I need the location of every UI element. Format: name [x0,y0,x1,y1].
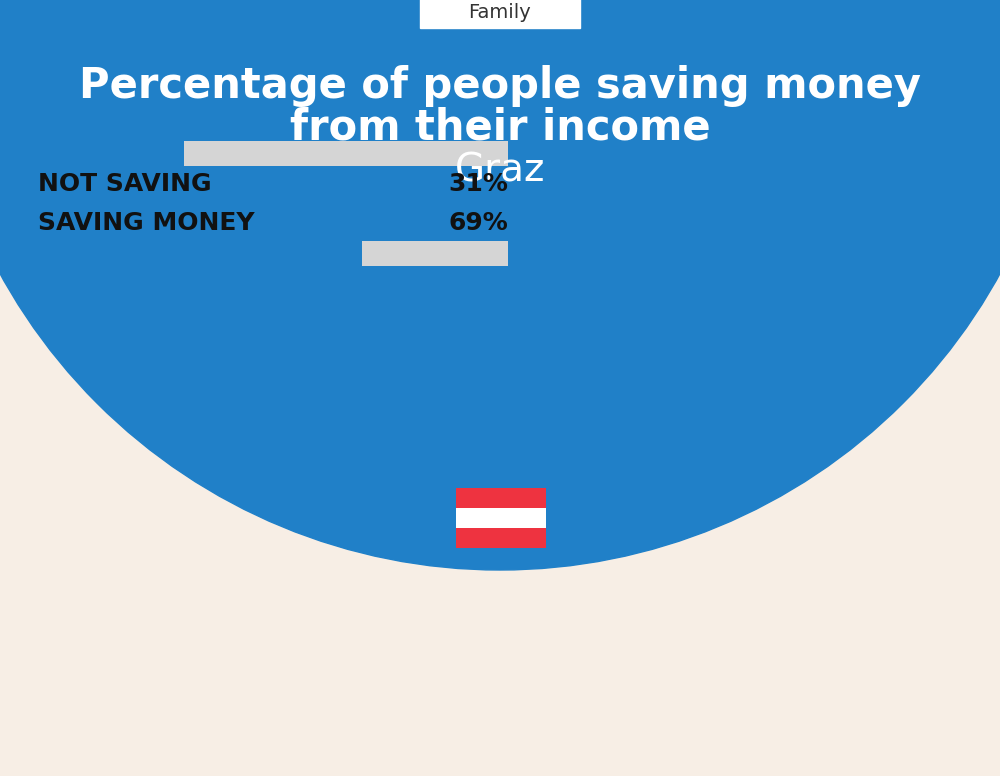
Text: 31%: 31% [448,172,508,196]
Bar [456,508,546,528]
Bar [38,141,184,166]
Text: Percentage of people saving money: Percentage of people saving money [79,65,921,107]
Text: 69%: 69% [448,211,508,235]
Text: from their income: from their income [290,107,710,149]
Text: Family: Family [469,2,531,22]
Circle shape [0,0,1000,570]
Bar [456,528,546,548]
Text: Graz: Graz [455,152,545,190]
Bar [38,241,508,266]
Text: NOT SAVING: NOT SAVING [38,172,212,196]
Bar [38,241,362,266]
Bar [456,488,546,508]
FancyBboxPatch shape [420,0,580,28]
Text: SAVING MONEY: SAVING MONEY [38,211,255,235]
Bar [38,141,508,166]
